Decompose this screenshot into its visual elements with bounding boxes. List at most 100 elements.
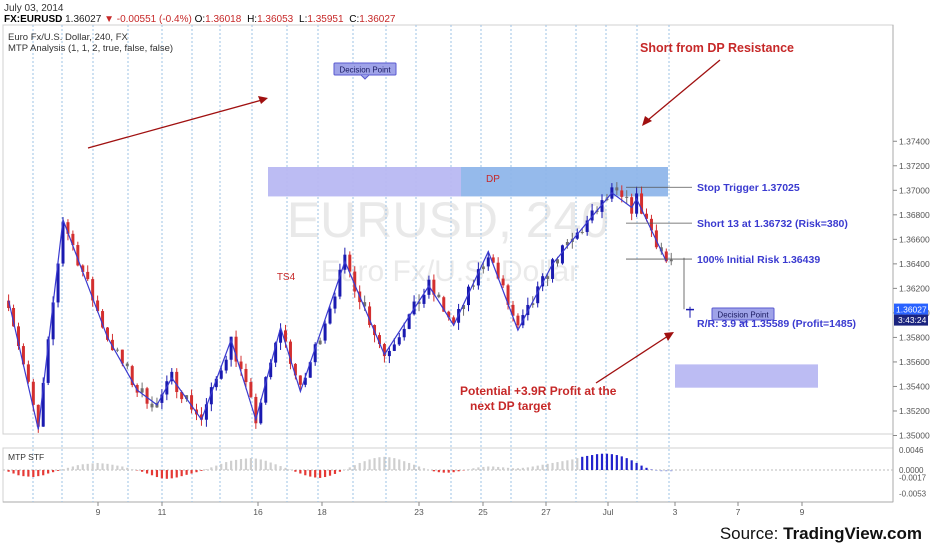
candle-body xyxy=(91,279,95,301)
decision-point-label-upper: Decision Point xyxy=(339,66,391,75)
x-tick-label: 25 xyxy=(478,507,488,517)
candle-body xyxy=(625,196,629,198)
x-tick-label: 9 xyxy=(800,507,805,517)
x-tick-label: 27 xyxy=(541,507,551,517)
candle-body xyxy=(46,339,50,383)
candle-body xyxy=(664,251,668,262)
candle-body xyxy=(427,279,431,295)
candle-body xyxy=(298,375,302,385)
candle-body xyxy=(56,263,60,303)
candle-body xyxy=(308,362,312,378)
candle-body xyxy=(303,377,307,385)
symbol-label[interactable]: FX:EURUSD xyxy=(4,14,63,25)
candle-body xyxy=(26,364,30,382)
countdown-tag xyxy=(894,314,928,326)
candle-body xyxy=(669,259,673,262)
candle-body xyxy=(501,278,505,286)
candle-body xyxy=(96,300,100,312)
x-tick-label: 3 xyxy=(673,507,678,517)
candle-body xyxy=(402,328,406,338)
candle-body xyxy=(313,344,317,363)
candle-body xyxy=(31,381,35,405)
candle-body xyxy=(254,396,258,424)
price-change: -0.00551 (-0.4%) xyxy=(116,14,192,25)
candle-body xyxy=(323,323,327,341)
candle-body xyxy=(71,233,75,246)
candle-body xyxy=(41,382,45,427)
watermark-name: Euro Fx/U.S. Dollar xyxy=(321,255,579,288)
candle-body xyxy=(387,350,391,357)
annotation-rr: R/R: 3.9 at 1.35589 (Profit=1485) xyxy=(697,318,856,330)
candle-body xyxy=(560,245,564,264)
candle-body xyxy=(555,259,559,264)
candle-body xyxy=(190,395,194,410)
x-tick-label: 9 xyxy=(96,507,101,517)
close-value: 1.36027 xyxy=(359,14,396,25)
candle-body xyxy=(81,265,85,272)
close-label: C: xyxy=(349,14,360,25)
instrument-legend[interactable]: Euro Fx/U.S. Dollar, 240, FX xyxy=(8,32,128,43)
x-tick-label: Jul xyxy=(603,507,614,517)
annotation-potential-profit: Potential +3.9R Profit at the xyxy=(460,384,617,398)
candle-body xyxy=(397,337,401,345)
candle-body xyxy=(51,302,55,340)
candle-body xyxy=(160,394,164,403)
x-tick-label: 23 xyxy=(414,507,424,517)
indicator-legend[interactable]: MTP Analysis (1, 1, 2, true, false, fals… xyxy=(8,43,174,54)
candle-body xyxy=(447,311,451,318)
candle-body xyxy=(61,222,65,264)
oscillator-tick-label: 0.0046 xyxy=(899,446,924,455)
candle-body xyxy=(120,349,124,364)
candle-body xyxy=(338,269,342,297)
candle-body xyxy=(620,190,624,197)
candle-body xyxy=(234,336,238,362)
candle-body xyxy=(269,362,273,378)
source-credit: Source: TradingView.com xyxy=(720,524,922,544)
y-tick-label: 1.35400 xyxy=(899,381,930,391)
high-value: 1.36053 xyxy=(257,14,294,25)
countdown-tag-text: 3:43:24 xyxy=(898,315,927,325)
candle-body xyxy=(76,245,80,266)
decision-zone-upper-right xyxy=(461,167,668,197)
candle-body xyxy=(600,200,604,212)
candle-body xyxy=(536,286,540,304)
candle-body xyxy=(491,257,495,263)
candle-body xyxy=(328,308,332,324)
candle-body xyxy=(185,395,189,400)
candle-body xyxy=(264,377,268,403)
candle-body xyxy=(7,300,11,308)
candle-body xyxy=(506,285,510,305)
candle-body xyxy=(368,306,372,326)
candle-body xyxy=(259,402,263,424)
change-arrow-icon: ▼ xyxy=(104,14,114,25)
candle-body xyxy=(224,359,228,371)
candle-body xyxy=(466,286,470,306)
decision-zone-upper-left xyxy=(268,167,461,197)
candle-body xyxy=(437,294,441,298)
candle-body xyxy=(407,314,411,329)
candle-body xyxy=(150,403,154,408)
candle-body xyxy=(288,341,292,364)
candle-body xyxy=(476,269,480,286)
annotation-ts4: TS4 xyxy=(277,272,296,283)
chart-date: July 03, 2014 xyxy=(4,3,64,14)
zigzag-line xyxy=(8,191,667,430)
annotation-dp: DP xyxy=(486,174,500,185)
candle-body xyxy=(348,254,352,272)
candle-body xyxy=(16,326,20,347)
source-brand: TradingView.com xyxy=(783,524,922,543)
decision-point-label-lower-pointer xyxy=(738,319,748,325)
candle-body xyxy=(432,279,436,295)
arrow-head-icon xyxy=(258,96,268,104)
candle-body xyxy=(249,382,253,397)
y-tick-label: 1.37000 xyxy=(899,185,930,195)
candle-body xyxy=(284,330,288,342)
candle-body xyxy=(219,370,223,379)
last-price-tag-text: 1.36027 xyxy=(896,305,927,315)
candle-body xyxy=(274,342,278,363)
candle-body xyxy=(417,301,421,304)
candle-body xyxy=(630,197,634,214)
candle-body xyxy=(175,371,179,393)
candle-body xyxy=(140,388,144,393)
x-tick-label: 7 xyxy=(736,507,741,517)
